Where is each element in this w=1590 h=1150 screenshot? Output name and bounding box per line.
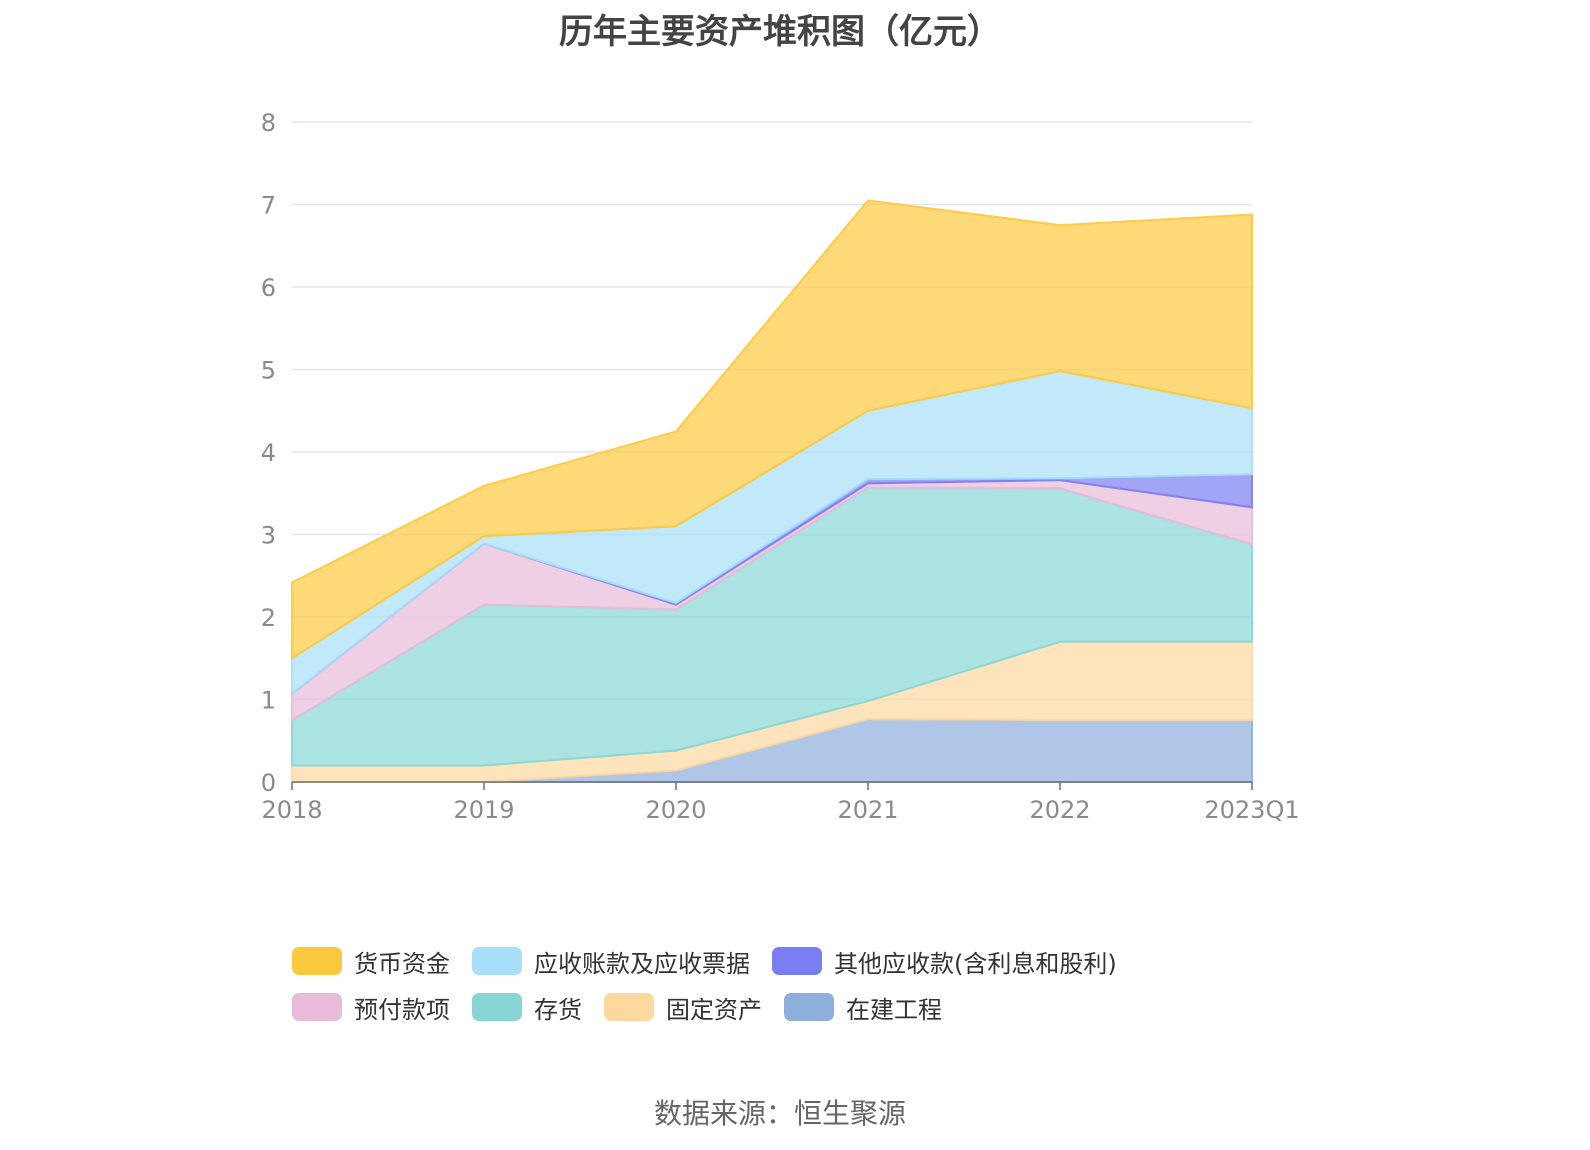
y-tick-label: 5 (261, 357, 276, 385)
legend-swatch (292, 947, 342, 975)
legend-item[interactable]: 预付款项 (292, 984, 450, 1030)
legend-swatch (472, 947, 522, 975)
legend-swatch (472, 993, 522, 1021)
legend-label: 在建工程 (846, 995, 942, 1024)
legend-label: 应收账款及应收票据 (534, 949, 750, 978)
x-tick-label: 2022 (1029, 796, 1090, 824)
chart-title: 历年主要资产堆积图（亿元） (559, 12, 1001, 52)
y-tick-label: 0 (261, 769, 276, 797)
legend-swatch (292, 993, 342, 1021)
legend-item[interactable]: 应收账款及应收票据 (472, 938, 750, 984)
legend-label: 货币资金 (354, 949, 450, 978)
area-series (291, 199, 1253, 783)
legend-item[interactable]: 在建工程 (784, 984, 942, 1030)
legend-item[interactable]: 货币资金 (292, 938, 450, 984)
y-tick-label: 1 (261, 687, 276, 715)
y-tick-label: 2 (261, 604, 276, 632)
legend-item[interactable]: 存货 (472, 984, 582, 1030)
y-tick-label: 4 (261, 439, 276, 467)
legend-label: 存货 (534, 995, 582, 1024)
x-tick-label: 2021 (837, 796, 898, 824)
y-tick-label: 7 (261, 192, 276, 220)
y-tick-label: 8 (261, 109, 276, 137)
legend-item[interactable]: 固定资产 (604, 984, 762, 1030)
y-tick-label: 3 (261, 522, 276, 550)
area-货币资金 (291, 199, 1253, 661)
legend-label: 固定资产 (666, 995, 762, 1024)
legend: 货币资金 应收账款及应收票据 其他应收款(含利息和股利) 预付款项 存货 固定资产 在建工程 (292, 938, 1302, 1030)
x-tick-label: 2019 (453, 796, 514, 824)
legend-item[interactable]: 其他应收款(含利息和股利) (772, 938, 1117, 984)
legend-swatch (604, 993, 654, 1021)
axes: 0 1 2 3 4 5 6 7 8 2018 2019 2020 2021 2022 2023Q1 (261, 109, 1300, 824)
x-tick-label: 2018 (261, 796, 322, 824)
legend-swatch (784, 993, 834, 1021)
y-tick-label: 6 (261, 274, 276, 302)
source-note: 数据来源：恒生聚源 (653, 1097, 906, 1130)
legend-label: 预付款项 (354, 995, 450, 1024)
x-tick-label: 2020 (645, 796, 706, 824)
x-tick-label: 2023Q1 (1204, 796, 1299, 824)
legend-label: 其他应收款(含利息和股利) (834, 949, 1117, 978)
legend-swatch (772, 947, 822, 975)
